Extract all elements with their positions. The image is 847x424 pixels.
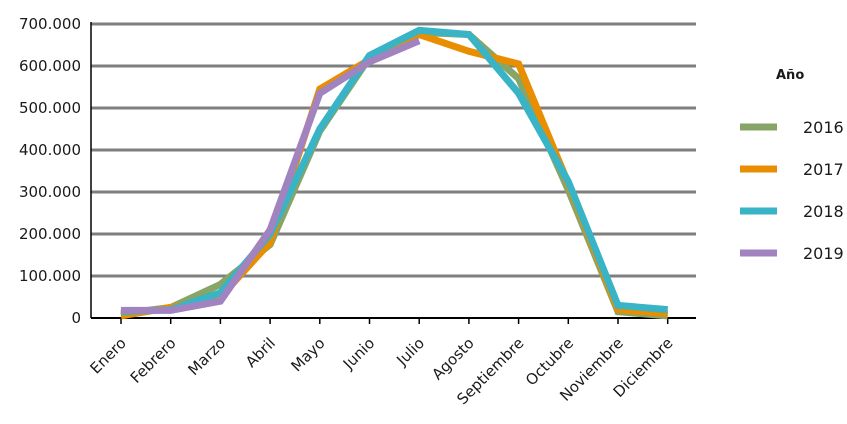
- y-axis: 0 100.000 200.000 300.000 400.000 500.000 600.…: [19, 15, 92, 327]
- y-tick-label: 300.000: [19, 183, 81, 201]
- y-tick-label: 600.000: [19, 57, 81, 75]
- series-line-2019: [121, 37, 421, 314]
- grid-lines: [91, 22, 696, 278]
- legend-title: Año: [776, 68, 804, 83]
- y-tick-label: 100.000: [19, 267, 81, 285]
- y-tick-label: 500.000: [19, 99, 81, 117]
- x-tick-label: Marzo: [184, 334, 229, 379]
- legend: Año 2016 2017 2018 2019: [740, 68, 844, 263]
- legend-label-2016: 2016: [803, 118, 844, 137]
- x-tick-label: Mayo: [287, 334, 328, 375]
- series-line-2016: [120, 28, 668, 320]
- series-line-2017: [120, 30, 668, 320]
- x-tick-label: Junio: [339, 334, 378, 373]
- x-tick-label: Enero: [87, 334, 130, 377]
- legend-label-2018: 2018: [803, 202, 844, 221]
- y-tick-label: 200.000: [19, 225, 81, 243]
- series-lines: [120, 26, 668, 320]
- y-tick-label: 400.000: [19, 141, 81, 159]
- x-tick-label: Febrero: [127, 334, 180, 387]
- x-tick-label: Agosto: [428, 334, 477, 383]
- x-tick-label: Abril: [242, 334, 279, 371]
- x-tick-label: Julio: [392, 334, 428, 370]
- series-line-2018: [120, 26, 668, 316]
- y-tick-label: 0: [71, 309, 81, 327]
- legend-label-2019: 2019: [803, 244, 844, 263]
- y-tick-label: 700.000: [19, 15, 81, 33]
- legend-label-2017: 2017: [803, 160, 844, 179]
